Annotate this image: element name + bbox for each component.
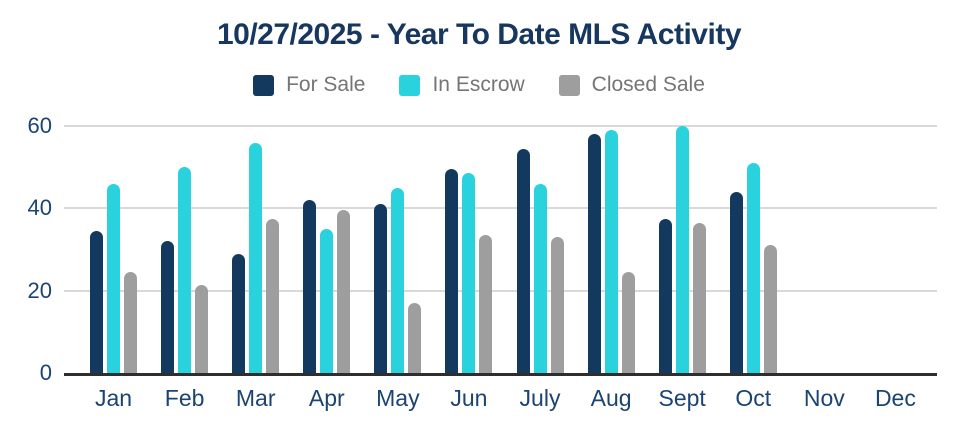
bar-for-sale-may — [374, 204, 388, 373]
legend-swatch — [253, 74, 275, 96]
bar-in-escrow-feb — [178, 167, 192, 373]
legend-label: In Escrow — [432, 73, 525, 96]
x-tick-label-aug: Aug — [590, 385, 632, 411]
y-tick-label: 20 — [27, 277, 52, 303]
grid-line — [64, 125, 937, 127]
legend: For Sale In Escrow Closed Sale — [0, 73, 958, 97]
y-tick-label: 0 — [39, 360, 52, 385]
legend-item-in-escrow: In Escrow — [399, 73, 525, 97]
bar-for-sale-july — [516, 148, 530, 373]
x-axis-baseline — [64, 373, 937, 376]
grid-line — [64, 289, 937, 292]
bar-closed-sale-jun — [479, 235, 493, 373]
bar-for-sale-aug — [587, 134, 601, 373]
bar-group-jan — [78, 126, 149, 373]
chart-title: 10/27/2025 - Year To Date MLS Activity — [216, 18, 742, 51]
x-tick-label-sept: Sept — [658, 385, 706, 411]
plot-area — [64, 125, 937, 376]
bar-in-escrow-may — [391, 187, 405, 373]
bar-for-sale-feb — [161, 241, 175, 373]
bar-group-mar — [220, 126, 291, 373]
legend-item-closed-sale: Closed Sale — [558, 73, 705, 97]
bar-group-dec — [860, 126, 931, 373]
bar-group-feb — [149, 126, 220, 373]
legend-swatch — [558, 74, 580, 96]
x-tick-label-feb: Feb — [164, 385, 205, 411]
x-tick-label-dec: Dec — [874, 385, 916, 411]
bar-closed-sale-feb — [195, 284, 209, 373]
x-tick-label-jan: Jan — [94, 385, 133, 411]
bar-group-may — [362, 126, 433, 373]
x-tick-label-apr: Apr — [308, 385, 345, 411]
bar-for-sale-jan — [90, 231, 104, 373]
bar-group-jun — [433, 126, 504, 373]
bar-for-sale-apr — [303, 200, 317, 373]
x-tick-label-mar: Mar — [235, 385, 276, 411]
bar-closed-sale-apr — [337, 210, 351, 373]
bar-closed-sale-may — [408, 303, 422, 373]
grid-line — [64, 207, 937, 210]
bar-in-escrow-july — [533, 183, 547, 373]
legend-label: Closed Sale — [591, 73, 705, 96]
bar-in-escrow-mar — [249, 142, 263, 373]
bar-closed-sale-oct — [763, 245, 777, 373]
bar-closed-sale-jan — [124, 272, 138, 373]
legend-label: For Sale — [286, 73, 366, 96]
legend-item-for-sale: For Sale — [253, 73, 365, 97]
bar-closed-sale-july — [550, 237, 564, 373]
y-axis: 0 20 40 60 — [0, 115, 52, 384]
legend-swatch — [399, 74, 421, 96]
bar-group-aug — [576, 126, 647, 373]
bars-row — [78, 126, 931, 373]
bar-for-sale-mar — [232, 253, 246, 373]
bar-closed-sale-aug — [621, 272, 635, 373]
bar-in-escrow-jan — [107, 183, 121, 373]
bar-in-escrow-jun — [462, 173, 476, 373]
bar-in-escrow-aug — [604, 130, 618, 373]
bar-group-apr — [291, 126, 362, 373]
bar-closed-sale-mar — [266, 218, 280, 373]
bar-group-sept — [647, 126, 718, 373]
y-tick-label: 40 — [27, 195, 52, 221]
bar-group-nov — [789, 126, 860, 373]
x-tick-label-jun: Jun — [450, 385, 488, 411]
x-tick-label-nov: Nov — [803, 385, 845, 411]
x-tick-label-oct: Oct — [735, 385, 772, 411]
bar-in-escrow-sept — [675, 126, 689, 373]
x-tick-label-july: July — [519, 385, 561, 411]
bar-for-sale-jun — [445, 169, 459, 373]
bar-group-oct — [718, 126, 789, 373]
y-tick-label: 60 — [27, 113, 52, 138]
bar-in-escrow-oct — [746, 163, 760, 373]
bar-in-escrow-apr — [320, 228, 334, 373]
bar-for-sale-sept — [658, 218, 672, 373]
x-tick-label-may: May — [376, 385, 420, 411]
x-axis: Jan Feb Mar Apr May Jun July Aug Sept Oct Nov Dec — [78, 385, 931, 412]
bar-for-sale-oct — [729, 191, 743, 373]
bar-group-july — [504, 126, 575, 373]
bar-closed-sale-sept — [692, 222, 706, 373]
